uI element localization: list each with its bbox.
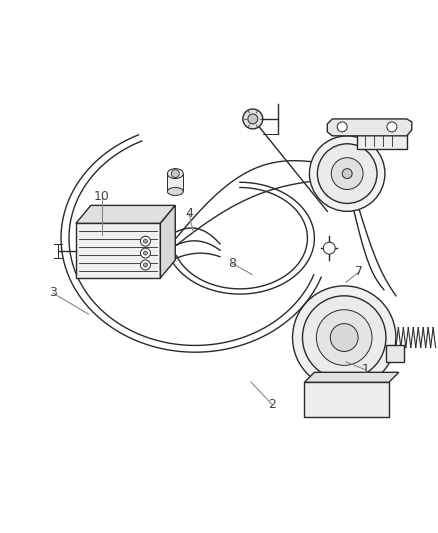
- Circle shape: [143, 263, 147, 267]
- Circle shape: [386, 122, 396, 132]
- Circle shape: [171, 169, 179, 177]
- Bar: [385, 344, 403, 362]
- Text: 3: 3: [49, 286, 57, 300]
- Circle shape: [336, 122, 346, 132]
- Polygon shape: [76, 205, 175, 223]
- Polygon shape: [304, 373, 398, 382]
- Text: 2: 2: [267, 398, 275, 411]
- Circle shape: [140, 260, 150, 270]
- Circle shape: [140, 248, 150, 258]
- Circle shape: [247, 114, 257, 124]
- Ellipse shape: [167, 168, 183, 179]
- Bar: [356, 121, 406, 149]
- Circle shape: [242, 109, 262, 129]
- Text: 4: 4: [184, 207, 192, 220]
- Bar: [76, 223, 160, 278]
- Circle shape: [331, 158, 362, 190]
- Bar: [167, 174, 183, 191]
- Polygon shape: [327, 119, 411, 136]
- Circle shape: [143, 251, 147, 255]
- Circle shape: [317, 144, 376, 204]
- Circle shape: [292, 286, 395, 389]
- Circle shape: [316, 310, 371, 365]
- Polygon shape: [160, 205, 175, 278]
- Circle shape: [309, 136, 384, 212]
- Circle shape: [329, 324, 357, 351]
- Circle shape: [323, 242, 335, 254]
- Text: 7: 7: [354, 265, 362, 278]
- Text: 8: 8: [228, 257, 236, 270]
- Bar: [304, 382, 388, 417]
- Ellipse shape: [167, 188, 183, 196]
- Text: 1: 1: [361, 364, 369, 376]
- Circle shape: [143, 239, 147, 243]
- Text: 10: 10: [94, 190, 110, 203]
- Circle shape: [302, 296, 385, 379]
- Circle shape: [342, 168, 351, 179]
- Circle shape: [140, 236, 150, 246]
